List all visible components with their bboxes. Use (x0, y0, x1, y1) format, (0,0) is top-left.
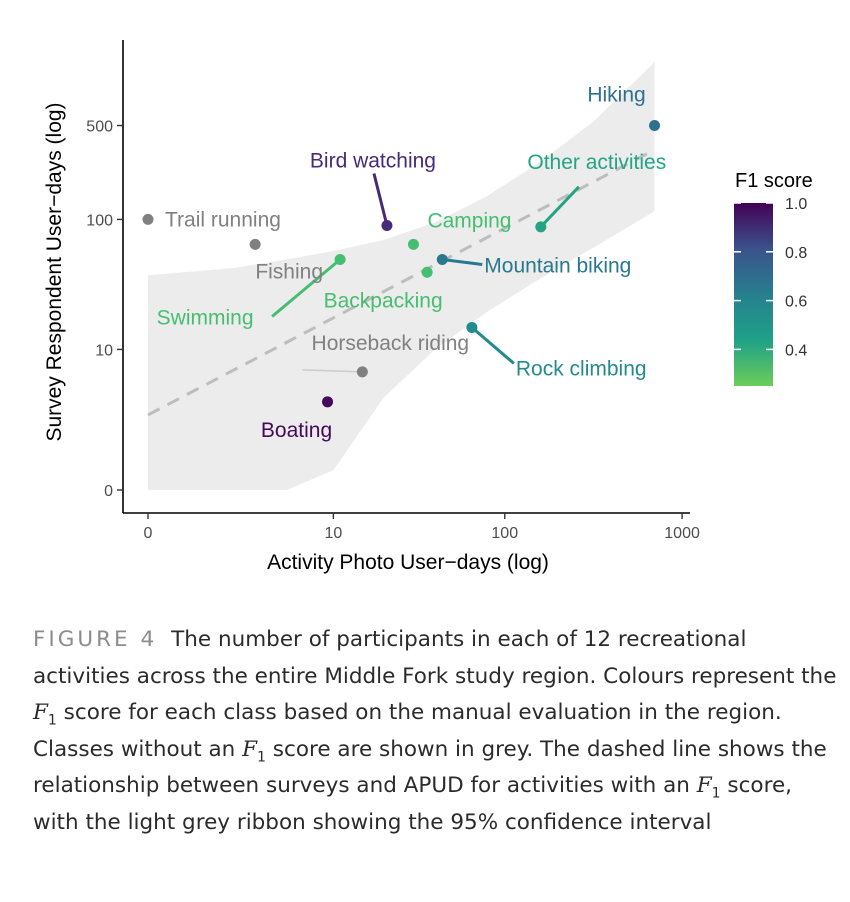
point-label: Horseback riding (312, 332, 470, 355)
caption-f-symbol-1: F (33, 700, 48, 725)
legend-colorbar (734, 203, 773, 386)
leader-line (539, 185, 580, 228)
x-tick-label: 1000 (664, 525, 700, 542)
trend-line (147, 148, 656, 417)
legend-tick-label: 1.0 (785, 196, 807, 213)
data-point (142, 213, 154, 225)
data-point (649, 120, 661, 132)
caption-f-symbol-2: F (242, 736, 258, 762)
point-label: Boating (261, 419, 332, 442)
point-label: Other activities (527, 151, 666, 174)
point-label: Hiking (587, 84, 645, 107)
legend-tick-label: 0.6 (785, 294, 807, 311)
points-layer (142, 120, 661, 408)
y-axis-title: Survey Respondent User−days (log) (43, 102, 66, 441)
point-label: Mountain biking (484, 254, 631, 277)
leader-line (302, 369, 363, 373)
caption-f-symbol-3: F (696, 773, 712, 798)
legend-title: F1 score (735, 170, 813, 192)
x-axis-title: Activity Photo User−days (log) (267, 551, 549, 574)
confidence-ribbon (148, 62, 655, 490)
caption-text-3: score are shown in grey. The dashed line… (33, 736, 827, 799)
y-tick-label: 10 (95, 342, 113, 359)
caption-f-subscript-2: 1 (257, 748, 266, 765)
legend-ticks: 1.0 0.8 0.6 0.4 (734, 196, 807, 359)
leader-line (442, 257, 483, 266)
leader-line (271, 258, 342, 318)
figure-caption: FIGURE 4 The number of participants in ea… (33, 622, 843, 841)
data-point (436, 253, 448, 265)
scatter-chart: 0 10 100 1000 0 10 100 500 Hiking Bird watching O… (43, 40, 813, 574)
caption-f-subscript-1: 1 (47, 712, 57, 729)
data-point (421, 266, 433, 278)
caption-f-subscript-3: 1 (711, 785, 721, 802)
y-tick-label: 100 (86, 212, 113, 229)
x-tick-label: 100 (491, 525, 518, 542)
legend-tick-label: 0.8 (785, 245, 807, 262)
axes: 0 10 100 1000 0 10 100 500 (86, 40, 700, 542)
data-point (407, 238, 419, 250)
data-point (535, 221, 547, 233)
data-point (466, 321, 478, 333)
legend-tick-label: 0.4 (785, 342, 807, 359)
caption-text-4: score, with the light grey ribbon showin… (33, 773, 793, 835)
point-label: Trail running (165, 208, 281, 231)
data-point (334, 253, 346, 265)
data-point (381, 220, 393, 232)
leader-lines (271, 173, 580, 373)
point-label: Swimming (157, 306, 254, 329)
point-label: Fishing (255, 260, 323, 283)
point-label: Camping (427, 209, 511, 232)
data-point (322, 396, 334, 408)
x-tick-label: 0 (144, 525, 153, 542)
leader-line (470, 326, 515, 365)
point-labels: Hiking Bird watching Other activities Trail… (157, 84, 667, 442)
y-tick-label: 500 (86, 119, 113, 136)
caption-text-2: score for each class based on the manual… (33, 700, 782, 762)
color-legend: F1 score 1.0 0.8 0.6 0.4 (734, 170, 813, 386)
x-tick-label: 10 (324, 525, 342, 542)
data-point (249, 238, 261, 250)
y-tick-label: 0 (104, 483, 113, 500)
leader-line (372, 173, 389, 226)
point-label: Rock climbing (516, 357, 647, 380)
data-point (356, 366, 368, 378)
confidence-ribbon-layer (148, 62, 655, 490)
trend-line-layer (147, 148, 656, 417)
point-label: Backpacking (324, 289, 443, 312)
caption-figure-label: FIGURE 4 (33, 627, 158, 652)
caption-text-1: The number of participants in each of 12… (33, 627, 837, 689)
point-label: Bird watching (310, 150, 436, 173)
